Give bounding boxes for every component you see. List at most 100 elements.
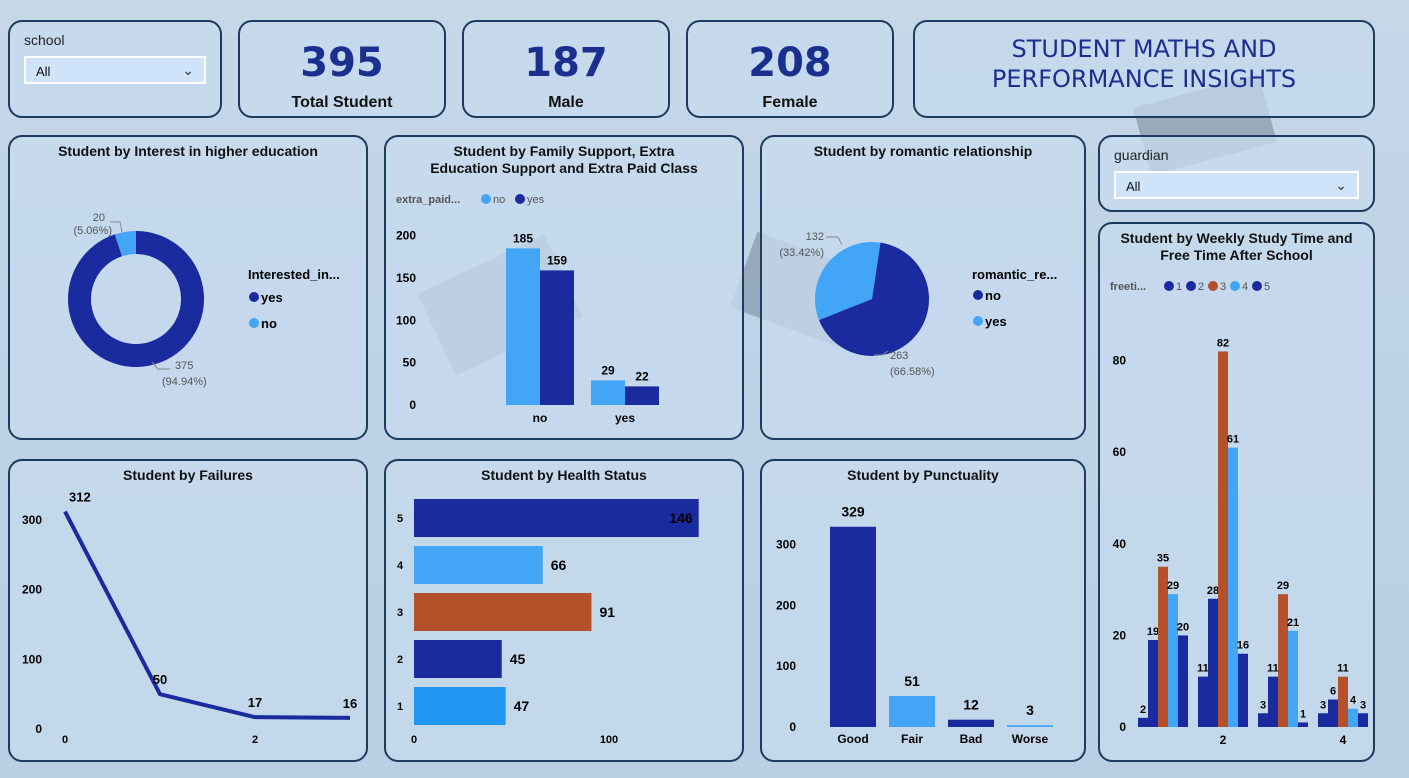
data-label: 29 (601, 363, 615, 377)
y-tick-label: 2 (397, 654, 403, 666)
kpi-female-value: 208 (748, 40, 832, 86)
chevron-down-icon: ⌄ (182, 62, 194, 78)
legend-title: freeti... (1110, 281, 1146, 293)
data-label: 146 (669, 510, 693, 526)
data-label: 66 (551, 557, 567, 573)
bar (830, 526, 876, 727)
y-tick-label: 200 (22, 583, 42, 597)
y-tick-label: 200 (396, 229, 416, 243)
bar (1007, 725, 1053, 727)
chart-card-health: Student by Health Status 5 146 4 66 3 91 2 45 1 4… (384, 459, 744, 762)
donut-slice-no (114, 231, 136, 257)
higher-education-donut: 20(5.06%) 375 (94.94%) Interested_in...yes n… (68, 212, 340, 388)
chart-card-higher: Student by Interest in higher education … (8, 135, 368, 440)
chart-title: Student by romantic relationship (813, 143, 1033, 159)
legend-marker (1164, 281, 1174, 291)
y-tick-label: 80 (1113, 354, 1127, 368)
legend-marker (481, 194, 491, 204)
y-tick-label: 1 (397, 701, 403, 713)
school-slicer-label: school (24, 32, 65, 48)
y-tick-label: 100 (22, 652, 42, 666)
y-tick-label: 3 (397, 607, 403, 619)
guardian-slicer-label: guardian (1114, 147, 1169, 163)
leader-line (874, 350, 889, 356)
bar (1198, 676, 1208, 727)
school-dropdown-value: All (36, 64, 51, 79)
data-label: 312 (69, 490, 91, 505)
data-label: 21 (1287, 617, 1299, 629)
guardian-slicer: guardian All ⌄ (1098, 135, 1375, 212)
bar (1148, 639, 1158, 727)
school-slicer: school All ⌄ (8, 20, 222, 118)
legend-marker (973, 316, 983, 326)
y-tick-label: 100 (396, 313, 416, 327)
y-tick-label: 150 (396, 271, 416, 285)
legend-marker (973, 290, 983, 300)
legend-title: extra_paid... (396, 194, 460, 206)
y-tick-label: 4 (397, 560, 404, 572)
chart-title: Student by Weekly Study Time and Free Ti… (1120, 230, 1353, 263)
slice-value-label: 375 (175, 360, 193, 372)
x-tick-label: 4 (1340, 733, 1347, 747)
guardian-dropdown[interactable]: All ⌄ (1114, 171, 1359, 199)
y-tick-label: 0 (1119, 720, 1126, 734)
data-label: 6 (1330, 686, 1336, 698)
kpi-total-label: Total Student (291, 94, 393, 111)
chart-card-romantic: Student by romantic relationship 132 (33.… (760, 135, 1086, 440)
failures-line-chart: 0 100 200 300 312 50 17 16 0 2 (22, 490, 357, 746)
y-tick-label: 200 (776, 598, 796, 612)
data-label: 3 (1320, 699, 1326, 711)
dashboard-title: STUDENT MATHS AND PERFORMANCE INSIGHTS (991, 35, 1297, 93)
x-tick-label: Bad (960, 732, 983, 746)
bar (1318, 713, 1328, 727)
slice-pct-label: (66.58%) (890, 366, 935, 378)
data-label: 51 (904, 673, 920, 689)
slice-pct-label: (33.42%) (779, 247, 824, 259)
legend-title: romantic_re... (972, 267, 1057, 282)
y-tick-label: 0 (409, 398, 416, 412)
data-label: 1 (1300, 708, 1306, 720)
series-line (63, 510, 351, 720)
pie-slice-yes (815, 242, 881, 321)
romantic-pie-chart: 132 (33.42%) 263 (66.58%) romantic_re...no ye… (779, 231, 1057, 378)
school-dropdown[interactable]: All ⌄ (24, 56, 206, 84)
slice-pct-label: (5.06%) (73, 225, 112, 237)
x-tick-label: Worse (1012, 732, 1049, 746)
slice-value-label: 20 (93, 212, 105, 224)
bar (1278, 594, 1288, 727)
data-label: 4 (1350, 695, 1357, 707)
bar (414, 687, 506, 725)
x-tick-label: 2 (1220, 733, 1227, 747)
y-tick-label: 300 (22, 513, 42, 527)
y-tick-label: 40 (1113, 537, 1127, 551)
bar (1158, 566, 1168, 727)
legend-marker (249, 292, 259, 302)
chart-title: Student by Health Status (481, 467, 647, 483)
bar (1208, 598, 1218, 727)
legend-label: 1 (1176, 281, 1182, 293)
bar (414, 640, 502, 678)
x-tick-label: Fair (901, 732, 923, 746)
legend-marker (1252, 281, 1262, 291)
data-label: 159 (547, 253, 567, 267)
slice-value-label: 263 (890, 350, 908, 362)
data-label: 29 (1167, 580, 1179, 592)
legend-marker (515, 194, 525, 204)
bar (948, 719, 994, 727)
x-tick-label: 2 (252, 734, 258, 746)
data-label: 2 (1140, 704, 1146, 716)
bar (1168, 594, 1178, 727)
data-label: 28 (1207, 585, 1219, 597)
data-label: 11 (1197, 663, 1209, 675)
data-label: 16 (343, 696, 357, 711)
legend-label: no (985, 288, 1001, 303)
bar (414, 546, 543, 584)
legend-label: no (493, 194, 505, 206)
data-label: 35 (1157, 553, 1169, 565)
kpi-female-label: Female (762, 94, 818, 111)
legend-label: yes (985, 314, 1007, 329)
x-tick-label: Good (837, 732, 868, 746)
y-tick-label: 0 (789, 720, 796, 734)
bar (591, 380, 625, 405)
